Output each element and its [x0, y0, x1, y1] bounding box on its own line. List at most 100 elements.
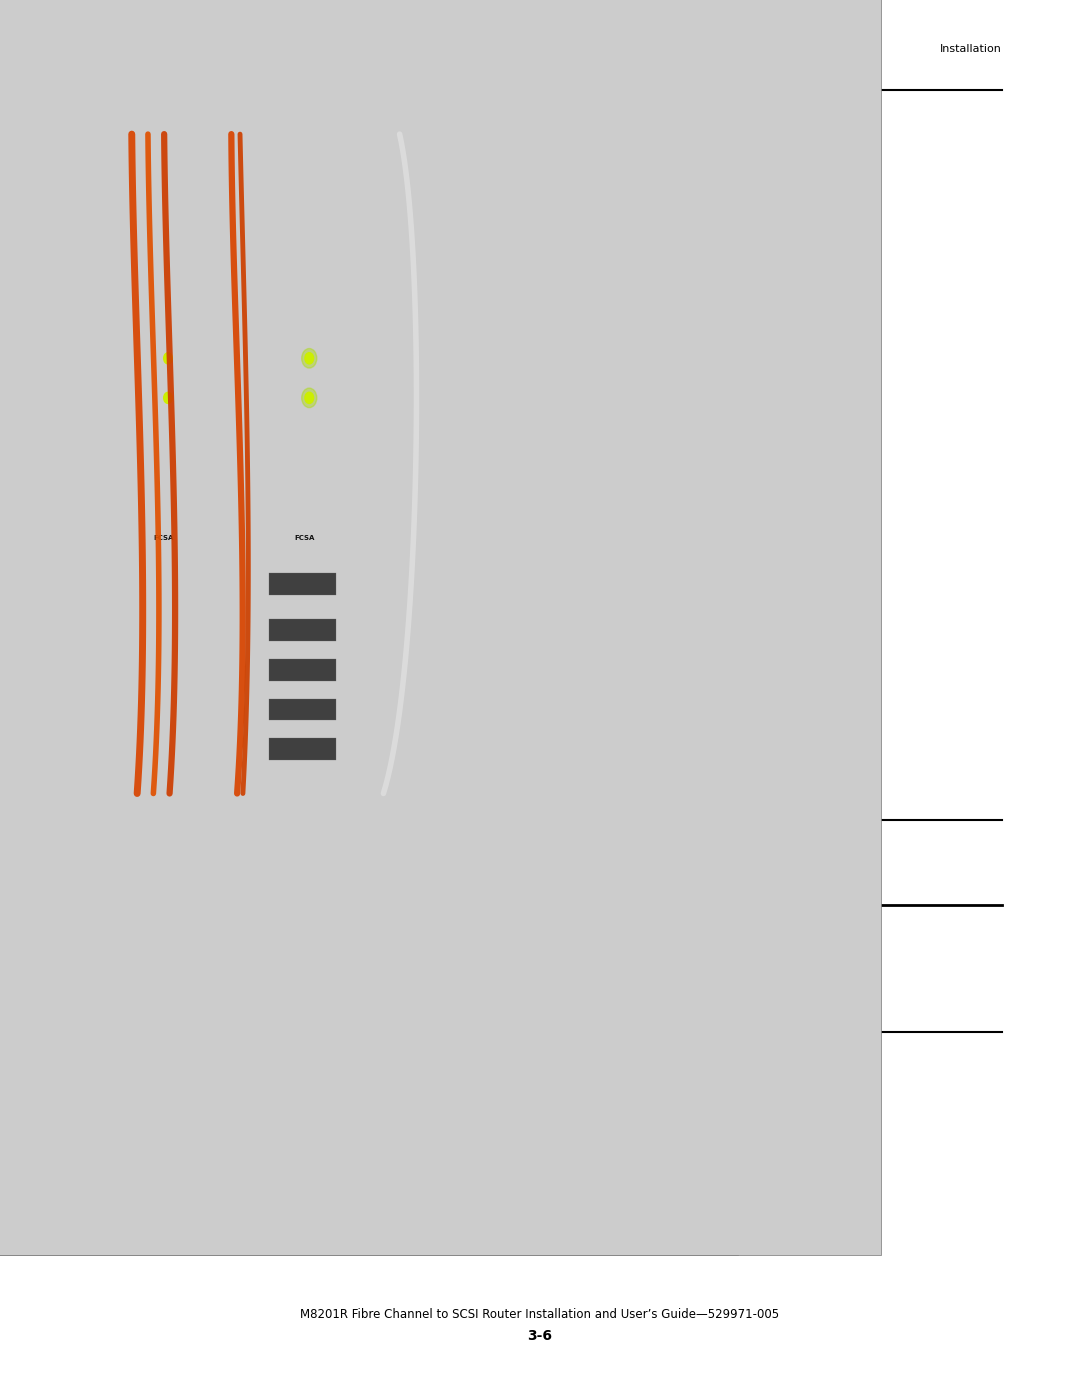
Circle shape	[157, 224, 160, 228]
Circle shape	[199, 355, 202, 359]
Text: Figure 3-6.  View of Two FCSAs at the Rear of Server: Figure 3-6. View of Two FCSAs at the Rea…	[78, 103, 513, 117]
Circle shape	[199, 398, 202, 402]
Circle shape	[357, 384, 361, 388]
Circle shape	[199, 370, 202, 374]
Circle shape	[327, 210, 330, 214]
Circle shape	[267, 282, 270, 286]
Circle shape	[282, 239, 285, 243]
Circle shape	[373, 282, 376, 286]
Circle shape	[357, 253, 361, 257]
Circle shape	[373, 341, 376, 345]
Circle shape	[357, 224, 361, 228]
Circle shape	[267, 326, 270, 330]
Circle shape	[282, 326, 285, 330]
Circle shape	[213, 298, 216, 300]
Circle shape	[267, 224, 270, 228]
Circle shape	[373, 326, 376, 330]
Text: C: C	[361, 668, 365, 672]
Text: 2-300 meters (6.56-984.25 feet): 2-300 meters (6.56-984.25 feet)	[464, 982, 679, 995]
Text: B: B	[361, 707, 365, 712]
Text: LC - LC: LC - LC	[78, 982, 124, 995]
Circle shape	[227, 384, 230, 388]
Circle shape	[267, 355, 270, 359]
Circle shape	[143, 414, 146, 418]
Circle shape	[185, 268, 188, 272]
FancyBboxPatch shape	[131, 698, 193, 721]
Circle shape	[327, 398, 330, 402]
Circle shape	[312, 312, 315, 316]
Circle shape	[297, 180, 300, 184]
Circle shape	[305, 352, 313, 363]
Circle shape	[161, 388, 176, 408]
Text: C: C	[216, 627, 220, 633]
FancyBboxPatch shape	[124, 141, 249, 787]
Circle shape	[143, 196, 146, 200]
Circle shape	[312, 239, 315, 243]
FancyBboxPatch shape	[0, 0, 739, 1255]
Text: Installing the Fibre Channel to SCSI Router for the: Installing the Fibre Channel to SCSI Rou…	[78, 45, 355, 54]
Circle shape	[157, 427, 160, 432]
Circle shape	[312, 384, 315, 388]
FancyBboxPatch shape	[267, 566, 354, 602]
Circle shape	[185, 312, 188, 316]
FancyBboxPatch shape	[131, 573, 193, 595]
Circle shape	[282, 224, 285, 228]
Circle shape	[227, 268, 230, 272]
Circle shape	[373, 312, 376, 316]
Circle shape	[267, 427, 270, 432]
Circle shape	[161, 348, 176, 367]
Circle shape	[157, 414, 160, 418]
Circle shape	[267, 298, 270, 300]
FancyBboxPatch shape	[131, 659, 193, 680]
Circle shape	[213, 224, 216, 228]
Circle shape	[130, 414, 133, 418]
Circle shape	[282, 253, 285, 257]
Circle shape	[157, 282, 160, 286]
Circle shape	[157, 384, 160, 388]
Circle shape	[157, 341, 160, 345]
Circle shape	[312, 268, 315, 272]
Circle shape	[227, 414, 230, 418]
Circle shape	[357, 427, 361, 432]
Circle shape	[282, 210, 285, 214]
Circle shape	[282, 180, 285, 184]
Circle shape	[312, 427, 315, 432]
Text: D: D	[361, 581, 365, 587]
Circle shape	[199, 326, 202, 330]
Circle shape	[357, 282, 361, 286]
Circle shape	[171, 370, 174, 374]
Circle shape	[357, 298, 361, 300]
Circle shape	[373, 224, 376, 228]
Circle shape	[185, 196, 188, 200]
Circle shape	[199, 253, 202, 257]
Circle shape	[227, 180, 230, 184]
Circle shape	[213, 239, 216, 243]
Circle shape	[213, 210, 216, 214]
Circle shape	[171, 268, 174, 272]
Circle shape	[297, 370, 300, 374]
Circle shape	[213, 268, 216, 272]
Circle shape	[327, 384, 330, 388]
Circle shape	[227, 312, 230, 316]
Circle shape	[297, 224, 300, 228]
Circle shape	[327, 268, 330, 272]
Text: M8201R Fibre Channel to SCSI Router Installation and User’s Guide—529971-005: M8201R Fibre Channel to SCSI Router Inst…	[300, 1308, 780, 1320]
Circle shape	[342, 180, 346, 184]
Circle shape	[171, 253, 174, 257]
Circle shape	[373, 239, 376, 243]
Circle shape	[185, 427, 188, 432]
Circle shape	[130, 180, 133, 184]
Circle shape	[301, 348, 316, 367]
Circle shape	[213, 341, 216, 345]
Circle shape	[301, 388, 316, 408]
Circle shape	[130, 282, 133, 286]
Circle shape	[227, 282, 230, 286]
Circle shape	[373, 180, 376, 184]
Circle shape	[357, 341, 361, 345]
Circle shape	[143, 298, 146, 300]
Circle shape	[267, 414, 270, 418]
FancyBboxPatch shape	[266, 154, 393, 444]
Circle shape	[171, 341, 174, 345]
Circle shape	[327, 224, 330, 228]
Circle shape	[342, 384, 346, 388]
